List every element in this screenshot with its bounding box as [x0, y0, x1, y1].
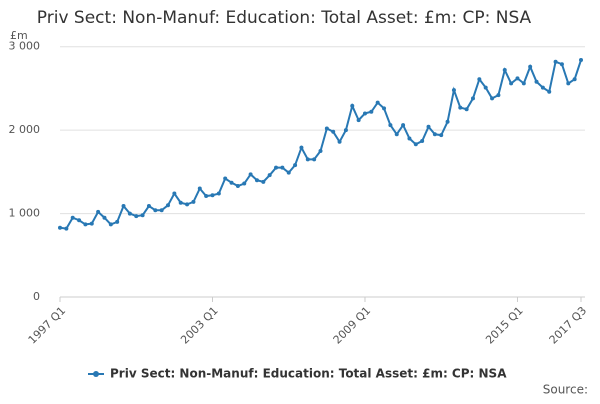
- y-tick-label: 1 000: [9, 207, 41, 220]
- legend-label: Priv Sect: Non-Manuf: Education: Total A…: [110, 367, 507, 381]
- data-point: [350, 103, 355, 108]
- data-point: [579, 58, 583, 63]
- source: Source:: [543, 383, 588, 397]
- data-point: [458, 105, 463, 110]
- data-point: [127, 211, 132, 216]
- data-point: [445, 119, 450, 124]
- data-point: [413, 142, 418, 147]
- data-point: [572, 77, 577, 82]
- data-point: [286, 170, 291, 175]
- data-point: [496, 93, 501, 98]
- data-point: [89, 221, 94, 226]
- data-point: [140, 213, 145, 218]
- data-point: [343, 128, 348, 133]
- data-point: [553, 59, 558, 64]
- data-point: [102, 215, 107, 220]
- data-point: [331, 129, 336, 134]
- data-point: [229, 180, 234, 185]
- data-point: [223, 176, 228, 181]
- y-tick-label: 3 000: [9, 40, 41, 53]
- data-point: [166, 203, 171, 208]
- x-tick-label: 1997 Q1: [26, 304, 69, 347]
- chart-title: Priv Sect: Non-Manuf: Education: Total A…: [37, 8, 532, 28]
- data-point: [566, 81, 571, 86]
- data-point: [547, 89, 552, 94]
- data-point: [204, 194, 209, 199]
- data-point: [534, 79, 539, 84]
- data-point: [477, 77, 482, 82]
- data-point: [305, 157, 310, 162]
- data-point: [121, 204, 126, 209]
- data-point: [312, 157, 317, 162]
- data-point: [394, 132, 399, 137]
- data-point: [509, 81, 514, 86]
- series-line: [59, 59, 582, 230]
- y-tick-label: 0: [33, 290, 40, 303]
- data-point: [362, 111, 367, 116]
- y-tick-label: 2 000: [9, 123, 41, 136]
- x-tick-label: 2015 Q1: [483, 304, 526, 347]
- data-point: [159, 208, 164, 213]
- data-point: [108, 222, 113, 227]
- data-point: [318, 148, 323, 153]
- data-point: [324, 126, 329, 131]
- data-point: [439, 133, 444, 138]
- data-point: [261, 179, 266, 184]
- data-point: [254, 178, 259, 183]
- data-point: [356, 118, 361, 123]
- data-point: [280, 165, 285, 170]
- data-point: [420, 138, 425, 143]
- data-point: [185, 202, 190, 207]
- data-point: [293, 163, 298, 168]
- data-point: [451, 88, 456, 93]
- data-point: [521, 81, 526, 86]
- data-point: [197, 186, 202, 191]
- data-point: [528, 64, 533, 69]
- data-point: [401, 123, 406, 128]
- data-point: [464, 107, 469, 112]
- data-point: [267, 173, 272, 178]
- data-point: [502, 68, 507, 73]
- data-point: [299, 145, 304, 150]
- data-point: [559, 62, 564, 67]
- data-point: [407, 136, 412, 141]
- legend-marker: [93, 371, 99, 377]
- data-point: [134, 214, 139, 219]
- data-point: [274, 165, 279, 170]
- data-point: [490, 96, 495, 101]
- data-point: [146, 204, 151, 209]
- data-point: [382, 106, 387, 111]
- x-tick-label: 2009 Q1: [331, 304, 374, 347]
- data-point: [483, 85, 488, 90]
- data-point: [432, 132, 437, 137]
- data-point: [216, 191, 221, 196]
- data-point: [172, 191, 177, 196]
- data-point: [115, 219, 120, 224]
- data-point: [515, 76, 520, 81]
- data-point: [388, 123, 393, 128]
- data-point: [64, 226, 69, 231]
- data-point: [58, 225, 62, 230]
- data-point: [248, 172, 253, 177]
- x-tick-label: 2017 Q3: [547, 304, 590, 347]
- data-point: [178, 200, 183, 205]
- data-point: [375, 100, 380, 105]
- data-point: [77, 218, 82, 223]
- data-point: [369, 109, 374, 114]
- data-point: [470, 96, 475, 101]
- data-point: [242, 181, 247, 186]
- data-point: [426, 124, 431, 129]
- data-point: [210, 193, 215, 198]
- x-tick-label: 2003 Q1: [178, 304, 221, 347]
- data-point: [337, 139, 342, 144]
- y-unit: £m: [10, 29, 28, 42]
- data-point: [70, 215, 75, 220]
- data-point: [153, 208, 158, 213]
- data-point: [191, 199, 196, 204]
- data-point: [83, 222, 88, 227]
- data-point: [235, 184, 240, 189]
- data-point: [96, 209, 101, 214]
- data-point: [540, 85, 545, 90]
